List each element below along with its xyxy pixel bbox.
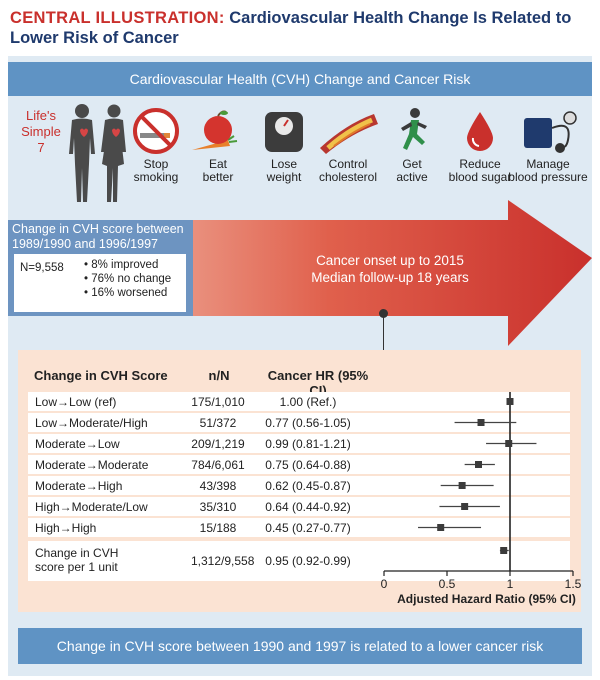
table-row: Low→Low (ref) 175/1,010 1.00 (Ref.) <box>28 392 570 411</box>
lifestyle-item-active: Get active <box>372 106 452 184</box>
cvh-change-title-line2: 1989/1990 and 1996/1997 <box>12 237 158 251</box>
lifestyle-item-cholesterol: Control cholesterol <box>308 106 388 184</box>
artery-icon <box>320 114 378 154</box>
row-nn: 43/398 <box>199 479 237 493</box>
lifestyle-label-line1: Eat <box>208 157 227 171</box>
lifestyle-label-line2: smoking <box>133 170 179 184</box>
row-hr: 0.64 (0.44-0.92) <box>265 500 351 514</box>
lifestyle-label-line2: blood pressure <box>508 170 588 184</box>
connector-line <box>383 312 384 350</box>
lifestyle-label-line2: better <box>202 170 234 184</box>
cvh-change-title: Change in CVH score between 1989/1990 an… <box>12 222 192 252</box>
table-row: Low→Moderate/High 51/372 0.77 (0.56-1.05… <box>28 413 570 432</box>
onset-line1: Cancer onset up to 2015 <box>316 253 464 268</box>
row-label: Low→Low (ref) <box>35 395 117 409</box>
table-row: Moderate→Low 209/1,219 0.99 (0.81-1.21) <box>28 434 570 453</box>
row-nn: 51/372 <box>199 416 237 430</box>
row-label: High→Moderate/Low <box>35 500 148 514</box>
lifestyle-label-line2: active <box>396 170 428 184</box>
row-hr: 0.99 (0.81-1.21) <box>265 437 351 451</box>
row-label: Change in CVH score per 1 unit <box>35 546 118 574</box>
row-label-line1: Change in CVH <box>35 546 119 560</box>
no-smoking-icon <box>133 108 179 154</box>
column-header-nn: n/N <box>208 368 230 383</box>
lifestyle-item-pressure: Manage blood pressure <box>508 106 588 184</box>
lifestyle-label-line1: Control <box>328 157 368 171</box>
cohort-improved: 8% improved <box>84 258 171 272</box>
table-row: High→Moderate/Low 35/310 0.64 (0.44-0.92… <box>28 497 570 516</box>
row-hr: 0.77 (0.56-1.05) <box>265 416 351 430</box>
row-label: Moderate→Moderate <box>35 458 149 472</box>
cohort-no-change: 76% no change <box>84 272 171 286</box>
row-hr: 0.95 (0.92-0.99) <box>265 554 351 568</box>
simple7-line1: Life's <box>26 108 56 123</box>
cohort-breakdown: 8% improved 76% no change 16% worsened <box>84 258 171 300</box>
cohort-summary: N=9,558 8% improved 76% no change 16% wo… <box>14 254 186 312</box>
human-silhouettes-icon <box>69 104 126 202</box>
row-hr: 0.75 (0.64-0.88) <box>265 458 351 472</box>
column-header-change: Change in CVH Score <box>34 368 168 383</box>
row-nn: 209/1,219 <box>191 437 245 451</box>
row-nn: 1,312/9,558 <box>191 554 255 568</box>
row-hr: 1.00 (Ref.) <box>279 395 337 409</box>
lifestyle-item-eat: Eat better <box>178 106 258 184</box>
title-rest: Cardiovascular Health Change Is Related … <box>10 9 572 47</box>
lifestyle-label-line1: Reduce <box>459 157 501 171</box>
row-nn: 784/6,061 <box>191 458 245 472</box>
connector-dot <box>379 309 388 318</box>
lifestyle-label-line2: cholesterol <box>318 170 378 184</box>
cvh-change-title-line1: Change in CVH score between <box>12 222 184 236</box>
onset-line2: Median follow-up 18 years <box>311 270 469 285</box>
section-banner: Cardiovascular Health (CVH) Change and C… <box>8 62 592 96</box>
row-hr: 0.62 (0.45-0.87) <box>265 479 351 493</box>
simple7-line3: 7 <box>37 140 45 155</box>
table-row: High→High 15/188 0.45 (0.27-0.77) <box>28 518 570 537</box>
row-label: Moderate→High <box>35 479 123 493</box>
lifestyle-label-line2: weight <box>266 170 302 184</box>
table-row: Change in CVH score per 1 unit 1,312/9,5… <box>28 541 570 581</box>
lifes-simple-7-label: Life's Simple 7 <box>14 108 68 156</box>
table-row: Moderate→Moderate 784/6,061 0.75 (0.64-0… <box>28 455 570 474</box>
runner-icon <box>401 108 427 150</box>
conclusion-banner: Change in CVH score between 1990 and 199… <box>18 628 582 664</box>
row-label: Low→Moderate/High <box>35 416 148 430</box>
simple7-line2: Simple <box>21 124 61 139</box>
row-hr: 0.45 (0.27-0.77) <box>265 521 351 535</box>
page-title: CENTRAL ILLUSTRATION: Cardiovascular Hea… <box>10 8 590 48</box>
cohort-worsened: 16% worsened <box>84 286 171 300</box>
lifestyle-label-line1: Manage <box>526 157 570 171</box>
row-label: Moderate→Low <box>35 437 120 451</box>
blood-pressure-cuff-icon <box>524 111 577 153</box>
lifestyle-item-smoking: Stop smoking <box>116 106 196 184</box>
lifestyle-item-sugar: Reduce blood sugar <box>440 106 520 184</box>
cohort-size: N=9,558 <box>20 262 64 274</box>
title-lead: CENTRAL ILLUSTRATION: <box>10 9 225 27</box>
blood-drop-icon <box>467 112 493 151</box>
row-label-line2: score per 1 unit <box>35 560 118 574</box>
table-row: Moderate→High 43/398 0.62 (0.45-0.87) <box>28 476 570 495</box>
row-label: High→High <box>35 521 97 535</box>
row-nn: 175/1,010 <box>191 395 245 409</box>
row-nn: 15/188 <box>199 521 237 535</box>
lifestyle-label-line1: Get <box>402 157 422 171</box>
lifestyle-label-line1: Lose <box>270 157 298 171</box>
lifestyle-label-line1: Stop <box>143 157 169 171</box>
scale-icon <box>265 112 303 152</box>
lifestyle-label-line2: blood sugar <box>448 170 512 184</box>
row-nn: 35/310 <box>199 500 237 514</box>
apple-carrot-icon <box>192 110 238 150</box>
lifestyle-item-weight: Lose weight <box>244 106 324 184</box>
follow-up-text: Cancer onset up to 2015 Median follow-up… <box>280 252 500 286</box>
